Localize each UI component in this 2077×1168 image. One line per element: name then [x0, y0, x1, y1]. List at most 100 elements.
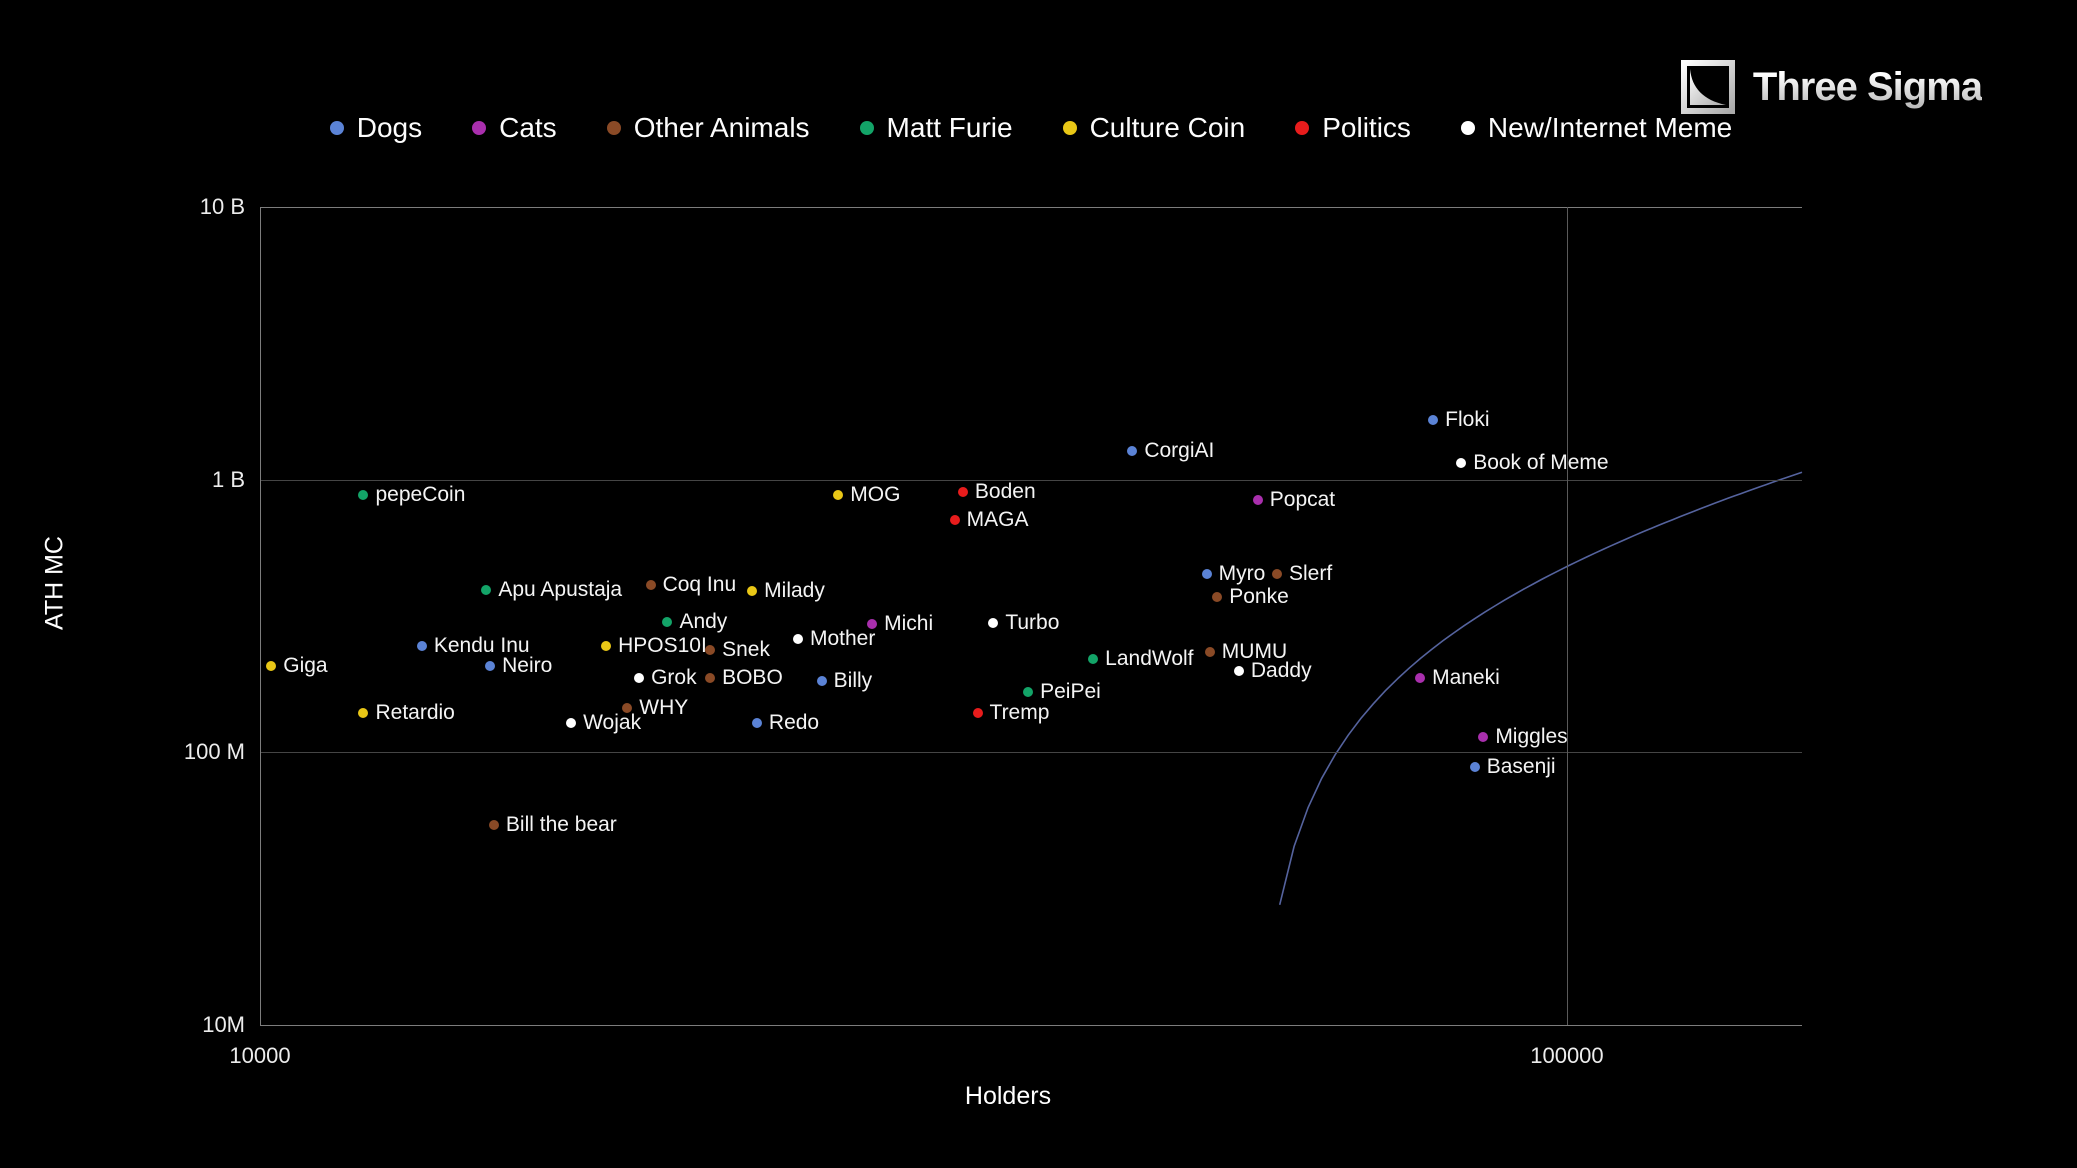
- legend-item-politics[interactable]: Politics: [1295, 112, 1411, 144]
- x-axis-title: Holders: [964, 1082, 1052, 1110]
- data-point-peipei[interactable]: [1023, 687, 1034, 698]
- data-point-miggles[interactable]: [1478, 731, 1489, 742]
- data-point-andy[interactable]: [662, 617, 673, 628]
- data-point-bobo[interactable]: [705, 673, 716, 684]
- legend-dot: [1460, 121, 1475, 135]
- data-point-label-maga: MAGA: [966, 508, 1029, 532]
- data-point-kendu-inu[interactable]: [416, 641, 427, 652]
- data-point-label-michi: Michi: [884, 612, 934, 636]
- chart-legend: Dogs Cats Other Animals Matt Furie Culture C…: [260, 112, 1802, 144]
- data-point-label-landwolf: LandWolf: [1105, 646, 1194, 670]
- three-sigma-logo-icon: [1680, 60, 1735, 114]
- legend-dot: [472, 121, 487, 135]
- y-tick-10m: 10M: [202, 1012, 245, 1037]
- data-point-label-grok: Grok: [651, 666, 697, 690]
- data-point-label-neiro: Neiro: [502, 654, 553, 678]
- data-point-label-corgiai: CorgiAI: [1144, 439, 1215, 463]
- trend-curve: [1278, 471, 1803, 905]
- data-point-label-peipei: PeiPei: [1040, 680, 1101, 704]
- data-point-michi[interactable]: [867, 619, 878, 630]
- data-point-label-pepecoin: pepeCoin: [375, 482, 466, 506]
- data-point-label-tremp: Tremp: [989, 701, 1050, 725]
- legend-label: Cats: [499, 112, 557, 143]
- data-point-turbo[interactable]: [988, 618, 999, 629]
- data-point-slerf[interactable]: [1272, 569, 1282, 580]
- data-point-basenji[interactable]: [1469, 762, 1480, 773]
- h-gridline: [260, 752, 1802, 754]
- legend-item-cats[interactable]: Cats: [472, 112, 557, 144]
- legend-label: Politics: [1322, 112, 1411, 143]
- data-point-label-redo: Redo: [768, 711, 820, 735]
- data-point-label-turbo: Turbo: [1005, 611, 1060, 635]
- data-point-hpos10i[interactable]: [601, 641, 612, 652]
- data-point-apu-apustaja[interactable]: [481, 584, 492, 595]
- data-point-mumu[interactable]: [1204, 646, 1215, 657]
- legend-dot: [329, 121, 344, 135]
- data-point-label-kendu-inu: Kendu Inu: [433, 634, 530, 658]
- legend-item-other-animals[interactable]: Other Animals: [606, 112, 810, 144]
- data-point-label-mog: MOG: [850, 482, 901, 506]
- data-point-label-snek: Snek: [722, 638, 770, 662]
- data-point-label-milady: Milady: [764, 579, 825, 603]
- data-point-label-billy: Billy: [833, 668, 873, 692]
- h-gridline: [260, 207, 1802, 208]
- data-point-redo[interactable]: [751, 718, 762, 729]
- data-point-giga[interactable]: [266, 661, 277, 672]
- data-point-label-maneki: Maneki: [1432, 666, 1500, 690]
- data-point-why[interactable]: [622, 703, 633, 714]
- data-point-daddy[interactable]: [1233, 666, 1244, 677]
- data-point-label-book-of-meme: Book of Meme: [1473, 451, 1609, 475]
- data-point-wojak[interactable]: [566, 718, 577, 729]
- data-point-maneki[interactable]: [1415, 673, 1426, 684]
- data-point-mother[interactable]: [792, 634, 803, 645]
- h-gridline: [260, 1025, 1802, 1026]
- data-point-label-mother: Mother: [809, 627, 876, 651]
- legend-item-matt-furie[interactable]: Matt Furie: [859, 112, 1013, 144]
- data-point-label-floki: Floki: [1445, 408, 1490, 432]
- data-point-corgiai[interactable]: [1127, 446, 1138, 457]
- data-point-landwolf[interactable]: [1088, 653, 1099, 664]
- legend-label: New/Internet Meme: [1487, 112, 1733, 143]
- data-point-label-giga: Giga: [283, 654, 328, 678]
- data-point-label-hpos10i: HPOS10I: [618, 634, 707, 658]
- data-point-bill-the-bear[interactable]: [488, 820, 499, 831]
- data-point-tremp[interactable]: [972, 708, 983, 719]
- data-point-pepecoin[interactable]: [358, 489, 369, 500]
- data-point-book-of-meme[interactable]: [1456, 458, 1467, 469]
- data-point-retardio[interactable]: [358, 708, 369, 719]
- legend-dot: [1295, 121, 1310, 135]
- legend-item-dogs[interactable]: Dogs: [329, 112, 423, 144]
- data-point-myro[interactable]: [1201, 569, 1212, 580]
- data-point-label-ponke: Ponke: [1229, 585, 1289, 609]
- data-point-maga[interactable]: [949, 515, 960, 526]
- data-point-mog[interactable]: [833, 489, 844, 500]
- x-tick-10000: 10000: [229, 1043, 291, 1068]
- data-point-boden[interactable]: [957, 487, 968, 498]
- data-point-ponke[interactable]: [1212, 592, 1223, 603]
- data-point-snek[interactable]: [705, 645, 716, 656]
- data-point-billy[interactable]: [816, 675, 827, 686]
- brand-name: Three Sigma: [1752, 64, 1983, 109]
- data-point-grok[interactable]: [634, 673, 645, 684]
- data-point-floki[interactable]: [1428, 415, 1439, 426]
- y-axis-line: [260, 207, 261, 1025]
- data-point-milady[interactable]: [747, 586, 758, 597]
- data-point-label-bobo: BOBO: [722, 666, 783, 690]
- legend-label: Dogs: [356, 112, 423, 143]
- y-axis-title: ATH MC: [40, 536, 69, 630]
- legend-dot: [859, 121, 874, 135]
- data-point-label-andy: Andy: [679, 610, 728, 634]
- x-tick-100000: 100000: [1530, 1043, 1604, 1068]
- y-tick-10-b: 10 B: [199, 194, 245, 219]
- legend-dot: [606, 121, 621, 135]
- legend-label: Other Animals: [633, 112, 810, 143]
- data-point-popcat[interactable]: [1252, 495, 1263, 506]
- data-point-coq-inu[interactable]: [645, 580, 656, 591]
- data-point-label-slerf: Slerf: [1289, 562, 1333, 586]
- y-tick-100-m: 100 M: [183, 739, 245, 765]
- legend-item-culture-coin[interactable]: Culture Coin: [1062, 112, 1245, 144]
- data-point-label-myro: Myro: [1218, 562, 1266, 586]
- data-point-label-why: WHY: [639, 696, 689, 720]
- legend-item-new-internet-meme[interactable]: New/Internet Meme: [1460, 112, 1733, 144]
- data-point-neiro[interactable]: [485, 661, 496, 672]
